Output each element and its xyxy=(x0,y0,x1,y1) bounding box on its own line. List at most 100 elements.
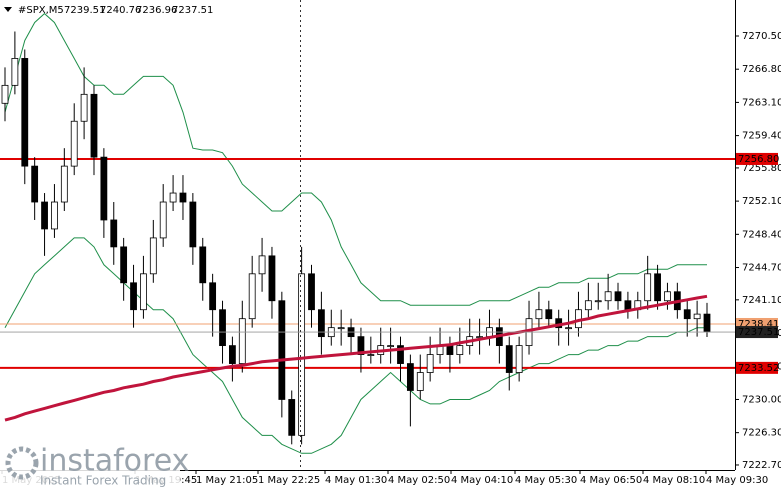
candle-body xyxy=(308,273,315,311)
candle-body xyxy=(120,246,128,284)
x-tick-label: 1 May 22:25 xyxy=(258,475,320,486)
candle-body xyxy=(248,273,256,320)
candle-body xyxy=(614,291,622,302)
candle-body xyxy=(693,313,701,320)
candle-body xyxy=(238,318,246,364)
y-tick-label: 7226.30 xyxy=(742,428,781,439)
candle-body xyxy=(219,309,226,347)
level-tag xyxy=(736,361,778,374)
candle-body xyxy=(209,282,217,311)
candle-body xyxy=(70,120,78,167)
candle-body xyxy=(367,354,375,356)
y-tick-label: 7266.80 xyxy=(742,64,781,75)
candle-body xyxy=(1,84,9,104)
candle-body xyxy=(357,336,365,355)
x-tick-label: 4 May 01:30 xyxy=(325,475,387,486)
logo-icon xyxy=(5,446,39,480)
candle-body xyxy=(41,201,48,230)
x-tick-label: 4 May 04:10 xyxy=(451,475,513,486)
candle-body xyxy=(149,237,157,275)
brand: instaforex xyxy=(40,444,189,479)
candle-body xyxy=(416,372,424,391)
candle-body xyxy=(159,201,167,239)
candle-body xyxy=(426,354,434,373)
y-tick-label: 7241.10 xyxy=(742,295,781,306)
candle-body xyxy=(545,309,553,320)
level-label: 7233.52 xyxy=(738,363,779,374)
y-tick-label: 7248.40 xyxy=(742,229,781,240)
x-tick-label: 1 May 21:05 xyxy=(196,475,258,486)
x-tick-label: 4 May 09:30 xyxy=(706,475,768,486)
x-tick-label: 4 May 05:30 xyxy=(515,475,577,486)
candle-body xyxy=(288,399,296,436)
candle-body xyxy=(535,309,543,320)
candle-body xyxy=(624,300,632,311)
slogan: Instant Forex Trading xyxy=(40,474,166,488)
candle-body xyxy=(51,201,58,230)
y-tick-label: 7255.80 xyxy=(742,163,781,174)
x-tick-label: 4 May 06:50 xyxy=(580,475,642,486)
symbol: #SPX,M5 xyxy=(18,5,64,16)
y-tick-label: 7222.70 xyxy=(742,460,781,471)
candle-body xyxy=(80,93,88,122)
candle-body xyxy=(337,327,345,330)
candle-body xyxy=(664,291,671,302)
candle-body xyxy=(11,58,19,86)
menu-arrow[interactable] xyxy=(4,7,12,12)
y-tick-label: 7244.70 xyxy=(742,263,781,274)
candle-body xyxy=(317,309,325,338)
plot-area xyxy=(0,12,735,454)
candle-body xyxy=(397,345,404,364)
y-tick-label: 7270.50 xyxy=(742,31,781,42)
candle-body xyxy=(179,192,187,203)
candle-body xyxy=(31,165,39,203)
current-price-label: 7237.51 xyxy=(738,327,779,338)
candle-body xyxy=(199,246,207,284)
candle-body xyxy=(683,309,691,320)
candle-body xyxy=(110,219,118,248)
candle-body xyxy=(90,93,98,158)
candle-body xyxy=(594,300,602,303)
candle-body xyxy=(565,327,572,330)
current-price-tag xyxy=(736,326,778,339)
band-upper xyxy=(4,12,707,306)
open-value: 7239.51 xyxy=(64,5,105,16)
candle-body xyxy=(654,273,661,302)
candle-body xyxy=(268,255,276,302)
candle-body xyxy=(169,192,177,203)
low-value: 7236.96 xyxy=(136,5,177,16)
candle-body xyxy=(387,345,395,348)
candle-body xyxy=(189,201,197,248)
candle-body xyxy=(278,300,286,400)
candle-body xyxy=(21,58,29,167)
candle-body xyxy=(446,345,454,355)
candle-body xyxy=(258,255,266,275)
high-value: 7240.76 xyxy=(100,5,141,16)
candle-body xyxy=(406,363,414,391)
candle-body xyxy=(505,345,513,373)
candle-body xyxy=(584,300,592,311)
candle-body xyxy=(298,273,306,436)
level-label: 7256.80 xyxy=(738,154,779,165)
y-tick-label: 7263.10 xyxy=(742,97,781,108)
level-label: 7238.41 xyxy=(738,319,779,330)
candle-body xyxy=(130,282,137,311)
candle-body xyxy=(515,345,523,373)
y-tick-label: 7259.40 xyxy=(742,131,781,142)
candle-body xyxy=(644,273,652,302)
candle-body xyxy=(703,313,711,333)
level-tag xyxy=(736,152,778,165)
candle-body xyxy=(140,273,147,311)
candle-body xyxy=(476,336,483,339)
candle-body xyxy=(229,345,236,364)
candle-body xyxy=(60,165,68,203)
candle-body xyxy=(604,291,612,302)
x-tick-label: 4 May 02:50 xyxy=(388,475,450,486)
x-tick-label: 4 May 08:10 xyxy=(643,475,705,486)
candle-body xyxy=(456,345,464,355)
close-value: 7237.51 xyxy=(172,5,213,16)
moving-average xyxy=(4,294,708,422)
y-tick-label: 7252.10 xyxy=(742,196,781,207)
